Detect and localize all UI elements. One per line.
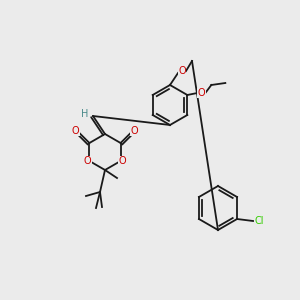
Text: Cl: Cl [254, 216, 264, 226]
Text: O: O [178, 66, 186, 76]
Text: H: H [81, 109, 89, 119]
Text: O: O [72, 126, 79, 136]
Text: O: O [119, 156, 126, 166]
Text: O: O [197, 88, 205, 98]
Text: O: O [84, 156, 91, 166]
Text: O: O [131, 126, 138, 136]
